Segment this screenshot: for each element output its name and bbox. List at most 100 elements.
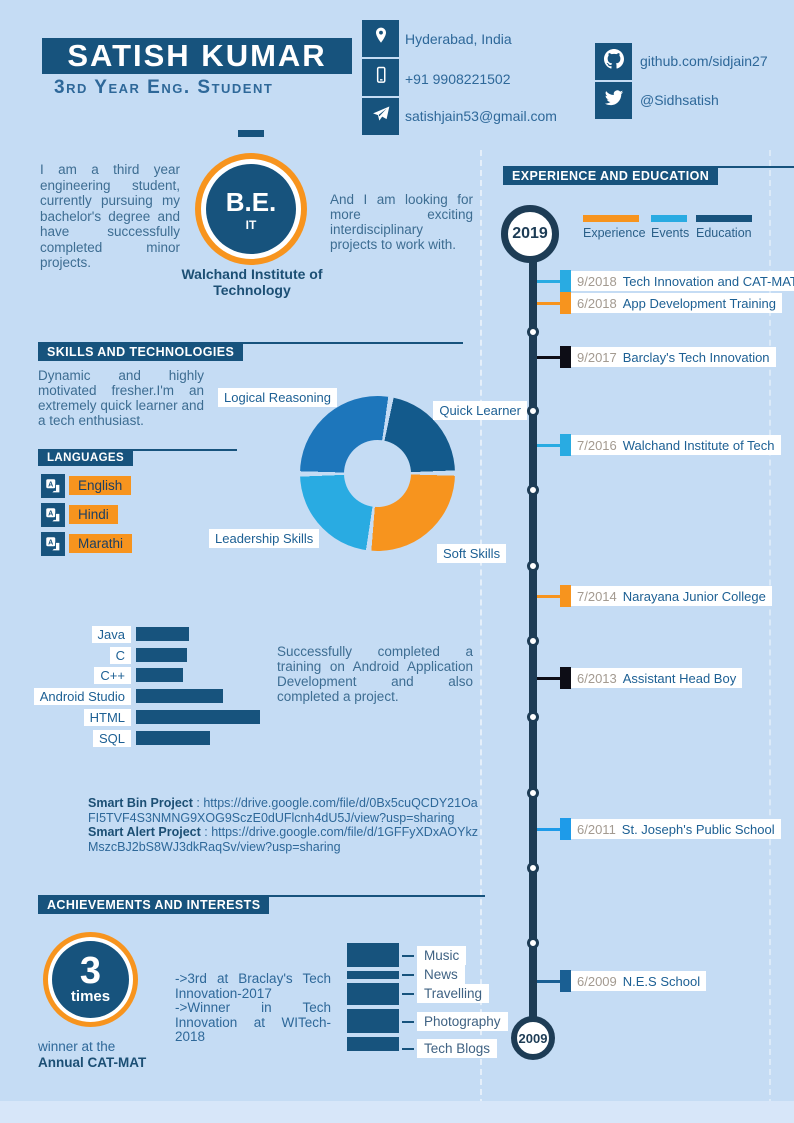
github-text[interactable]: github.com/sidjain27 — [640, 53, 768, 69]
timeline-connector — [537, 594, 560, 598]
tech-bar-label: C++ — [94, 667, 131, 684]
timeline-date: 6/2018 — [577, 295, 617, 311]
language-badge: Marathi — [69, 534, 133, 553]
section-header-experience-line — [693, 166, 794, 168]
social-icon-square — [595, 43, 632, 80]
donut-label-logical-reasoning: Logical Reasoning — [218, 388, 337, 407]
translate-icon: A — [41, 503, 65, 527]
achievement-note-line: ->3rd at Braclay's Tech Innovation-2017 — [175, 971, 331, 1001]
legend-swatch — [651, 215, 687, 222]
interest-label: Tech Blogs — [417, 1039, 498, 1058]
interest-block — [347, 983, 399, 1005]
skills-donut — [300, 396, 455, 551]
degree-branch: IT — [245, 217, 257, 232]
timeline-label: 6/2009 N.E.S School — [571, 971, 707, 991]
tech-bar-fill — [136, 668, 183, 682]
interest-label: News — [417, 965, 465, 984]
tech-bar-fill — [136, 689, 223, 703]
section-header-languages-label: LANGUAGES — [47, 451, 125, 464]
timeline-flag — [560, 346, 571, 368]
timeline-connector — [537, 979, 560, 983]
section-header-languages: LANGUAGES — [38, 449, 134, 466]
section-header-achievements-label: ACHIEVEMENTS AND INTERESTS — [47, 897, 261, 912]
dashed-divider-left — [480, 150, 482, 1105]
degree-badge: B.E. IT — [195, 153, 307, 265]
svg-text:A: A — [48, 539, 53, 547]
timeline-title: Tech Innovation and CAT-MAT — [622, 273, 794, 289]
award-badge: 3 times — [43, 932, 138, 1027]
tech-bar-label: HTML — [83, 709, 131, 726]
footer-strip — [0, 1101, 794, 1123]
timeline-date: 6/2013 — [577, 670, 617, 686]
degree-badge-ring: B.E. IT — [201, 159, 301, 259]
timeline-node — [527, 484, 539, 496]
legend-label: Events — [651, 226, 690, 240]
degree-title: B.E. — [225, 186, 277, 217]
tech-bar-label: SQL — [92, 730, 131, 747]
svg-text:A: A — [48, 481, 53, 489]
contact-text: +91 9908221502 — [405, 71, 511, 87]
timeline-date: 6/2011 — [577, 821, 616, 837]
projects-note: Smart Bin Project : https://drive.google… — [88, 796, 480, 854]
tech-bar-fill — [136, 648, 187, 662]
timeline-title: Assistant Head Boy — [622, 670, 737, 686]
tech-bar-label: Android Studio — [33, 688, 131, 705]
timeline-title: Walchand Institute of Tech — [622, 437, 775, 453]
timeline-title: Barclay's Tech Innovation — [622, 349, 770, 365]
project-url[interactable]: https://drive.google.com/file/d/1GFFyXDx… — [88, 825, 478, 854]
timeline-flag — [560, 270, 571, 292]
contact-text-email[interactable]: satishjain53@gmail.com — [405, 108, 557, 124]
year-end-circle: 2009 — [511, 1016, 555, 1060]
timeline-title: App Development Training — [622, 295, 776, 311]
twitter-text[interactable]: @Sidhsatish — [640, 92, 719, 108]
timeline-node — [527, 711, 539, 723]
mobile-phone-icon — [371, 65, 391, 90]
timeline-date: 9/2017 — [577, 349, 617, 365]
section-header-experience-label: EXPERIENCE AND EDUCATION — [512, 168, 710, 183]
tech-bar-fill — [136, 627, 189, 641]
timeline-label: 6/2018 App Development Training — [571, 293, 782, 313]
timeline-date: 7/2014 — [577, 588, 617, 604]
timeline-connector — [537, 301, 560, 305]
interest-stack — [347, 943, 399, 1051]
contact-icon-square — [362, 98, 399, 135]
dashed-divider-right — [769, 150, 771, 1105]
legend-item: Experience — [583, 215, 646, 240]
project-separator: : — [192, 796, 204, 810]
timeline-label: 6/2013 Assistant Head Boy — [571, 668, 743, 688]
contact-icon-square — [362, 59, 399, 96]
translate-icon: A — [41, 532, 65, 556]
timeline-node — [527, 787, 539, 799]
language-badge: English — [69, 476, 132, 495]
timeline-date: 6/2009 — [577, 973, 617, 989]
timeline-label: 9/2018 Tech Innovation and CAT-MAT — [571, 271, 794, 291]
section-header-skills-line — [210, 342, 463, 344]
timeline-title: St. Joseph's Public School — [621, 821, 775, 837]
section-header-achievements: ACHIEVEMENTS AND INTERESTS — [38, 895, 270, 914]
contact-text: Hyderabad, India — [405, 31, 512, 47]
about-right-text: And I am looking for more exciting inter… — [330, 192, 473, 252]
interest-connector — [402, 955, 414, 957]
legend-swatch — [583, 215, 639, 222]
tech-bar-fill — [136, 710, 260, 724]
award-caption-line1: winner at the — [38, 1039, 116, 1054]
timeline-flag — [560, 667, 571, 689]
tech-bar-label: C — [109, 647, 131, 664]
award-badge-ring: 3 times — [48, 937, 133, 1022]
degree-badge-inner: B.E. IT — [206, 164, 296, 254]
donut-label-soft-skills: Soft Skills — [437, 544, 507, 563]
interest-block — [347, 943, 399, 967]
award-caption-line2: Annual CAT-MAT — [38, 1055, 147, 1070]
project-url[interactable]: https://drive.google.com/file/d/0Bx5cuQC… — [88, 796, 478, 825]
social-icon-square — [595, 82, 632, 119]
decorative-notch — [238, 130, 264, 137]
twitter-icon — [604, 88, 624, 113]
android-note: Successfully completed a training on And… — [277, 644, 473, 704]
interest-connector — [402, 1021, 414, 1023]
section-header-languages-line — [127, 449, 237, 451]
timeline-node — [527, 937, 539, 949]
legend-item: Events — [651, 215, 689, 240]
project-separator: : — [200, 825, 212, 839]
timeline-label: 7/2016 Walchand Institute of Tech — [571, 435, 781, 455]
